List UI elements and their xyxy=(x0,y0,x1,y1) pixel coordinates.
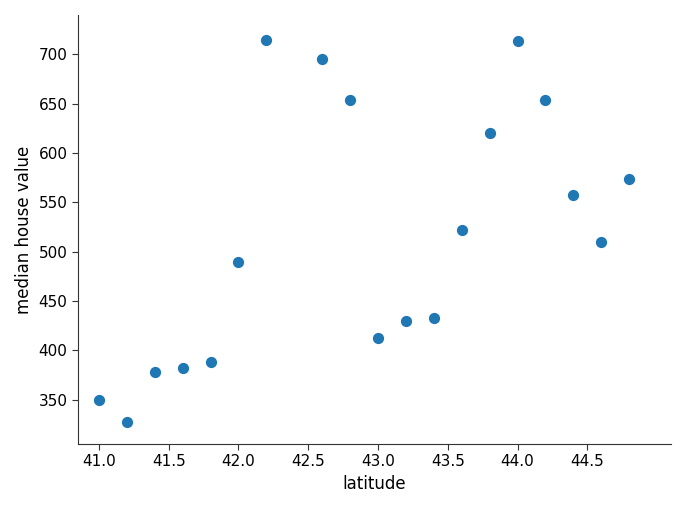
Point xyxy=(512,37,523,45)
Point xyxy=(261,36,272,44)
Point xyxy=(93,396,104,404)
Point xyxy=(150,368,161,376)
Point xyxy=(121,418,132,426)
Point xyxy=(372,333,383,341)
Point xyxy=(344,96,355,104)
Point xyxy=(205,358,216,366)
Point xyxy=(484,130,495,138)
Y-axis label: median house value: median house value xyxy=(15,145,33,313)
Point xyxy=(568,190,579,199)
Point xyxy=(456,226,467,234)
Point xyxy=(401,316,412,325)
X-axis label: latitude: latitude xyxy=(343,475,406,493)
Point xyxy=(317,55,328,64)
Point xyxy=(177,364,188,372)
Point xyxy=(540,96,551,104)
Point xyxy=(233,258,244,266)
Point xyxy=(624,175,635,183)
Point xyxy=(428,314,439,322)
Point xyxy=(595,238,606,246)
